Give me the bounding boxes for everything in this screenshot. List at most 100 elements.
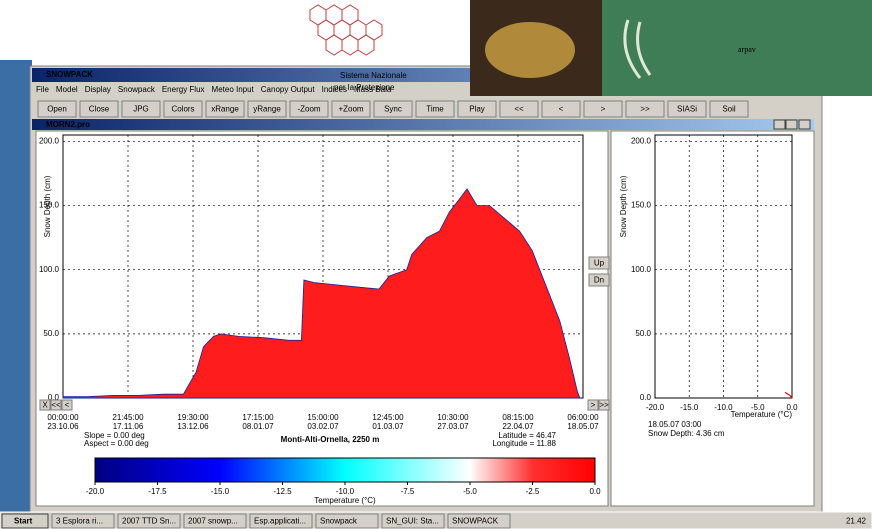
side-button-label[interactable]: Up: [594, 259, 605, 268]
scroll-label[interactable]: X: [42, 401, 48, 410]
logo-text: per la Protezione: [334, 83, 395, 92]
annotation: Aspect = 0.00 deg: [84, 439, 149, 448]
page: SNOWPACK File Model Display Snowpack Energy F…: [0, 0, 872, 529]
x-tick-label: -15.0: [680, 403, 699, 412]
toolbar-label[interactable]: Time: [426, 105, 444, 114]
doc-title: MORN2.pro: [46, 120, 90, 129]
toolbar-label[interactable]: Play: [469, 105, 485, 114]
scroll-label[interactable]: >>: [599, 401, 609, 410]
menu-item[interactable]: Meteo Input: [212, 85, 255, 94]
x-tick-label: 06:00:00: [567, 413, 599, 422]
taskbar-label[interactable]: Esp.applicati...: [254, 517, 306, 526]
x-tick-label: -5.0: [463, 487, 477, 496]
x-tick-label: 17:15:00: [242, 413, 274, 422]
desktop: [0, 60, 32, 512]
y-tick-label: 200.0: [631, 137, 652, 146]
x-tick-label: 15:00:00: [307, 413, 339, 422]
taskbar-label[interactable]: SN_GUI: Sta...: [386, 517, 439, 526]
clock: 21.42: [846, 517, 867, 526]
toolbar-label[interactable]: >: [601, 105, 606, 114]
toolbar-label[interactable]: <<: [514, 105, 524, 114]
x-axis-label: Temperature (°C): [314, 496, 376, 505]
colorbar: [95, 458, 595, 482]
close-button[interactable]: [799, 120, 810, 129]
x-tick-label: 19:30:00: [177, 413, 209, 422]
toolbar-label[interactable]: SIASi: [677, 105, 697, 114]
note: 18.05.07 03:00: [648, 420, 702, 429]
toolbar-label[interactable]: xRange: [211, 105, 239, 114]
screen: SNOWPACK File Model Display Snowpack Energy F…: [0, 0, 872, 529]
x-tick-date: 27.03.07: [437, 422, 469, 431]
toolbar-label[interactable]: JPG: [133, 105, 149, 114]
logo-text: Sistema Nazionale: [340, 71, 407, 80]
x-tick-date: 08.01.07: [242, 422, 274, 431]
x-tick-label: -15.0: [211, 487, 230, 496]
x-tick-label: -7.5: [401, 487, 415, 496]
toolbar-label[interactable]: yRange: [253, 105, 281, 114]
x-tick-label: -20.0: [646, 403, 665, 412]
y-tick-label: 50.0: [635, 329, 651, 338]
lion-shape: [485, 22, 575, 78]
toolbar-label[interactable]: Close: [89, 105, 110, 114]
minimize-button[interactable]: [774, 120, 785, 129]
x-tick-label: -12.5: [273, 487, 292, 496]
x-tick-label: 12:45:00: [372, 413, 404, 422]
start-label[interactable]: Start: [14, 517, 33, 526]
toolbar-label[interactable]: +Zoom: [338, 105, 363, 114]
y-tick-label: 100.0: [631, 265, 652, 274]
toolbar-label[interactable]: -Zoom: [297, 105, 320, 114]
taskbar-label[interactable]: 3 Esplora ri...: [56, 517, 103, 526]
y-axis-label: Snow Depth (cm): [619, 175, 628, 237]
x-tick-label: -20.0: [86, 487, 105, 496]
side-button-label[interactable]: Dn: [594, 276, 604, 285]
toolbar-label[interactable]: <: [559, 105, 564, 114]
doc-window-controls[interactable]: [774, 120, 810, 129]
x-tick-date: 22.04.07: [502, 422, 534, 431]
menu-item[interactable]: Canopy Output: [261, 85, 316, 94]
taskbar-label[interactable]: SNOWPACK: [452, 517, 499, 526]
toolbar-label[interactable]: >>: [640, 105, 650, 114]
x-tick-label: -2.5: [526, 487, 540, 496]
annotation: Monti-Alti-Ornella, 2250 m: [281, 435, 380, 444]
y-axis-label: Snow Depth (cm): [43, 175, 52, 237]
x-tick-label: -10.0: [336, 487, 355, 496]
doc-title-bar: [32, 119, 814, 130]
x-tick-label: 21:45:00: [112, 413, 144, 422]
x-tick-date: 01.03.07: [372, 422, 404, 431]
maximize-button[interactable]: [786, 120, 797, 129]
taskbar-label[interactable]: 2007 TTD Sn...: [122, 517, 176, 526]
annotation: Longitude = 11.88: [492, 439, 556, 448]
toolbar-label[interactable]: Sync: [384, 105, 402, 114]
menu-item[interactable]: Energy Flux: [162, 85, 205, 94]
x-tick-label: 0.0: [589, 487, 601, 496]
toolbar-label[interactable]: Open: [47, 105, 67, 114]
x-tick-date: 17.11.06: [113, 422, 144, 431]
taskbar-label[interactable]: Snowpack: [320, 517, 358, 526]
y-tick-label: 150.0: [631, 201, 652, 210]
scroll-label[interactable]: <<: [51, 401, 61, 410]
note: Snow Depth: 4.36 cm: [648, 429, 725, 438]
scroll-label[interactable]: <: [65, 401, 70, 410]
x-tick-date: 13.12.06: [177, 422, 209, 431]
x-tick-label: 10:30:00: [437, 413, 469, 422]
menu-item[interactable]: Snowpack: [118, 85, 156, 94]
y-tick-label: 0.0: [640, 393, 652, 402]
toolbar-label[interactable]: Soil: [722, 105, 736, 114]
x-tick-date: 23.10.06: [47, 422, 79, 431]
toolbar-label[interactable]: Colors: [171, 105, 194, 114]
y-tick-label: 50.0: [43, 329, 59, 338]
taskbar-label[interactable]: 2007 snowp...: [188, 517, 238, 526]
x-axis-label: Temperature (°C): [731, 410, 793, 419]
x-tick-label: -17.5: [148, 487, 167, 496]
scroll-label[interactable]: >: [591, 401, 596, 410]
x-tick-date: 18.05.07: [567, 422, 599, 431]
brand: arpav: [738, 45, 756, 54]
menu-item[interactable]: File: [36, 85, 49, 94]
y-tick-label: 200.0: [39, 137, 60, 146]
menu-item[interactable]: Display: [85, 85, 111, 94]
x-tick-label: 00:00:00: [47, 413, 79, 422]
menu-item[interactable]: Model: [56, 85, 78, 94]
brand-banner: [602, 0, 872, 96]
side-panel: [611, 131, 814, 506]
window-title: SNOWPACK: [46, 70, 93, 79]
